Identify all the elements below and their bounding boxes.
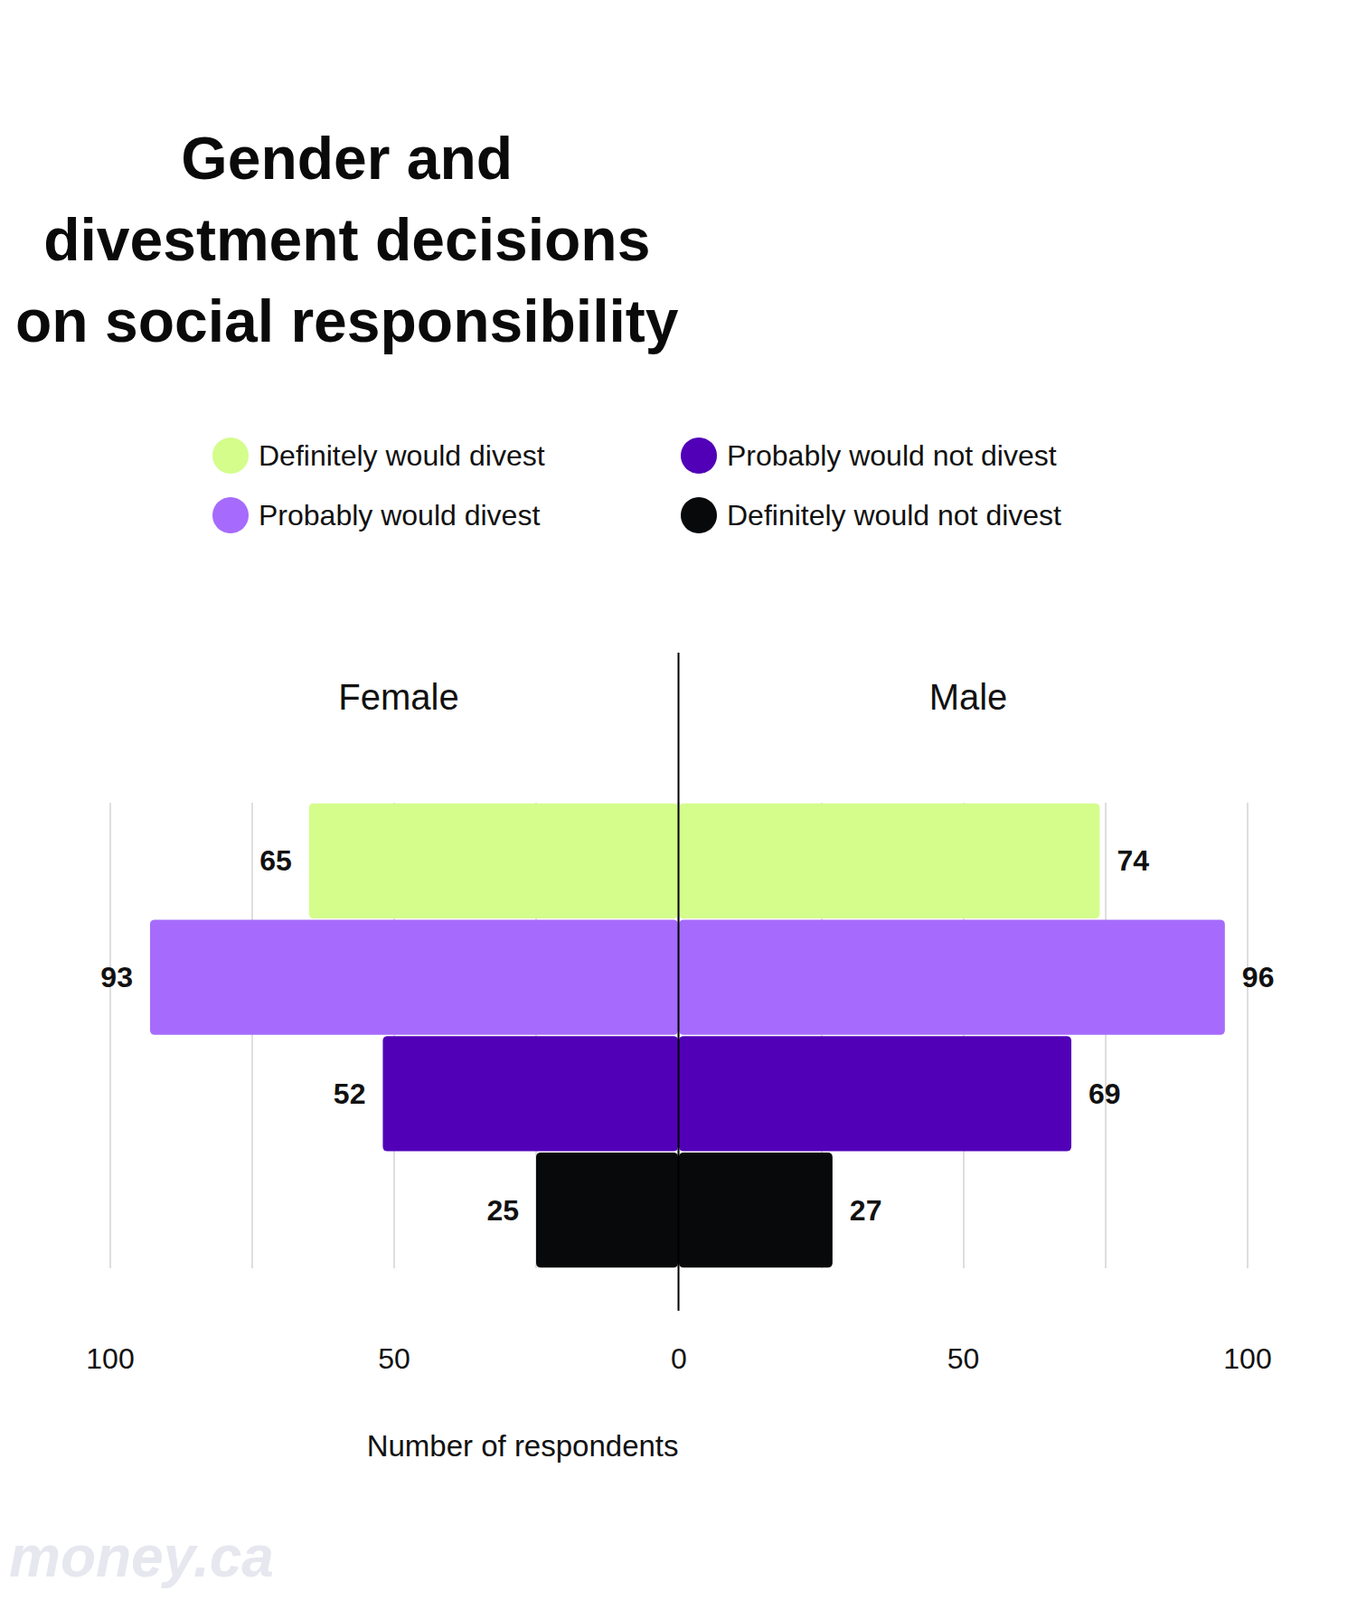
svg-text:52: 52 [333, 1077, 367, 1111]
svg-text:50: 50 [947, 1342, 981, 1376]
svg-text:Definitely would not divest: Definitely would not divest [726, 499, 1062, 532]
svg-text:Number of respondents: Number of respondents [367, 1429, 679, 1463]
svg-text:74: 74 [1116, 844, 1150, 877]
svg-text:50: 50 [377, 1342, 411, 1376]
svg-text:Probably would not divest: Probably would not divest [726, 439, 1057, 472]
svg-text:69: 69 [1088, 1077, 1122, 1111]
svg-text:0: 0 [670, 1342, 688, 1376]
svg-text:96: 96 [1242, 961, 1275, 994]
svg-text:Gender and: Gender and [180, 124, 513, 192]
svg-text:27: 27 [849, 1194, 883, 1227]
svg-text:Definitely would divest: Definitely would divest [258, 439, 546, 472]
svg-text:Female: Female [338, 677, 459, 717]
svg-text:100: 100 [1223, 1342, 1272, 1376]
svg-text:93: 93 [100, 961, 133, 994]
svg-text:Male: Male [929, 677, 1009, 717]
svg-text:65: 65 [259, 844, 293, 877]
svg-text:money.ca: money.ca [9, 1524, 274, 1590]
svg-text:100: 100 [85, 1342, 134, 1376]
svg-text:Probably would divest: Probably would divest [258, 499, 540, 532]
svg-text:25: 25 [486, 1194, 519, 1227]
svg-text:divestment decisions: divestment decisions [43, 206, 651, 274]
svg-text:on social responsibility: on social responsibility [15, 287, 679, 355]
